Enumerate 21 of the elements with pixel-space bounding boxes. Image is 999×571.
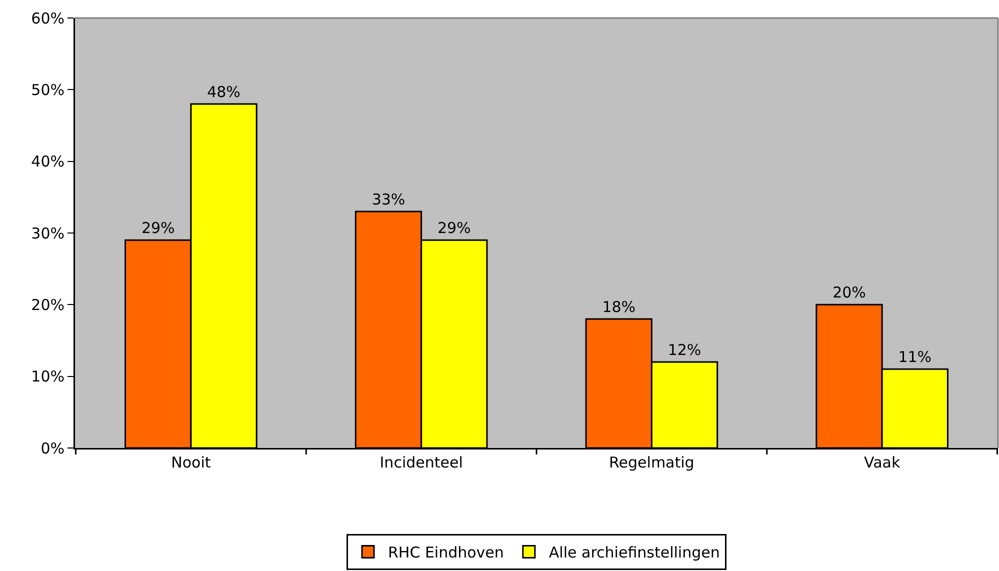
data-label: 29%: [141, 219, 175, 238]
y-tick-label: 20%: [31, 296, 64, 314]
y-tick-label: 40%: [31, 152, 64, 171]
x-tick-label: Regelmatig: [609, 454, 694, 472]
y-tick-label: 10%: [31, 368, 64, 386]
y-tick-label: 0%: [40, 439, 64, 458]
y-tick-label: 30%: [31, 224, 64, 242]
data-label: 33%: [372, 190, 406, 208]
legend-label: RHC Eindhoven: [388, 544, 504, 562]
data-label: 12%: [668, 341, 702, 359]
data-label: 48%: [207, 83, 240, 101]
x-tick-label: Incidenteel: [380, 454, 463, 472]
x-tick-label: Vaak: [864, 454, 900, 472]
data-label: 18%: [602, 298, 636, 316]
y-tick-label: 60%: [31, 9, 64, 28]
y-tick-label: 50%: [31, 80, 64, 99]
x-tick-label: Nooit: [171, 454, 211, 472]
data-label: 29%: [437, 219, 471, 238]
legend-label: Alle archiefinstellingen: [548, 544, 720, 562]
data-label: 20%: [832, 284, 866, 302]
data-label: 11%: [898, 348, 932, 366]
